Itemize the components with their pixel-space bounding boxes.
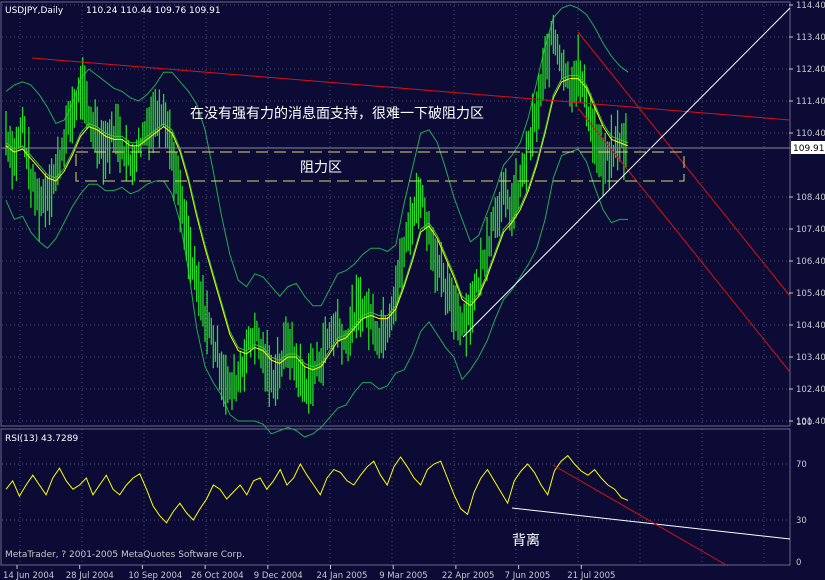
upper-band-line bbox=[5, 4, 629, 307]
main-panel-frame bbox=[0, 1, 791, 427]
price-tick-label: 105.40 bbox=[796, 289, 825, 299]
rsi-panel-frame bbox=[0, 428, 791, 566]
price-tick-label: 112.40 bbox=[796, 65, 825, 75]
rsi-tick-label: 100 bbox=[796, 418, 812, 428]
moving-average bbox=[5, 75, 629, 371]
rsi-title: RSI(13) 43.7289 bbox=[5, 434, 78, 444]
rsi-axis: 100 70 30 0 bbox=[796, 418, 812, 568]
rsi-tick-label: 30 bbox=[796, 516, 807, 526]
chart-ohlc: 110.24 110.44 109.76 109.91 bbox=[86, 6, 221, 16]
annotation-resistance-zone: 阻力区 bbox=[300, 160, 342, 176]
time-tick-label: 9 Dec 2004 bbox=[254, 571, 303, 580]
time-tick-label: 26 Oct 2004 bbox=[191, 571, 244, 580]
price-tick-label: 113.40 bbox=[796, 33, 825, 43]
time-tick-label: 24 Jan 2005 bbox=[317, 571, 368, 580]
price-tick-label: 111.40 bbox=[796, 97, 825, 107]
time-tick-label: 28 Jul 2004 bbox=[66, 571, 114, 580]
rsi-grid bbox=[2, 429, 789, 565]
rsi-polyline bbox=[5, 454, 629, 524]
price-tick-label: 106.40 bbox=[796, 257, 825, 267]
price-tick-label: 110.40 bbox=[796, 129, 825, 139]
resistance-zone-box[interactable] bbox=[75, 151, 685, 182]
rsi-tick-label: 0 bbox=[796, 558, 801, 568]
chart-symbol: USDJPY,Daily bbox=[5, 6, 64, 16]
price-tick-label: 108.40 bbox=[796, 193, 825, 203]
rsi-line bbox=[5, 454, 629, 524]
rsi-tick-label: 70 bbox=[796, 460, 807, 470]
price-tick-label: 114.40 bbox=[796, 1, 825, 11]
bollinger-bands bbox=[5, 4, 629, 438]
current-price-marker bbox=[791, 141, 825, 154]
support-trendline[interactable] bbox=[462, 7, 791, 338]
lower-band-line bbox=[5, 148, 628, 438]
price-bars[interactable] bbox=[5, 14, 627, 415]
annotation-divergence: 背离 bbox=[512, 532, 540, 549]
time-tick-label: 9 Mar 2005 bbox=[379, 571, 427, 580]
time-tick-label: 10 Sep 2004 bbox=[128, 571, 182, 580]
price-tick-label: 103.40 bbox=[796, 353, 825, 363]
time-tick-label: 14 Jun 2004 bbox=[3, 571, 54, 580]
annotation-note: 在没有强有力的消息面支持，很难一下破阻力区 bbox=[190, 105, 484, 122]
time-axis: 14 Jun 2004 28 Jul 2004 10 Sep 2004 26 Oct … bbox=[3, 565, 615, 580]
middle-band-line bbox=[5, 75, 629, 368]
current-price-label: 109.91 bbox=[793, 144, 825, 154]
price-tick-label: 102.40 bbox=[796, 385, 825, 395]
main-grid bbox=[2, 2, 789, 426]
ma-line bbox=[5, 78, 629, 371]
time-tick-label: 21 Jul 2005 bbox=[567, 571, 615, 580]
time-tick-label: 22 Apr 2005 bbox=[442, 571, 495, 580]
rsi-divergence-red-line[interactable] bbox=[552, 464, 729, 567]
price-axis: 114.40 113.40 112.40 111.40 110.40 108.40 107.… bbox=[789, 1, 825, 427]
footer-copyright: MetaTrader, ? 2001-2005 MetaQuotes Softw… bbox=[5, 550, 245, 560]
channel-lower-line[interactable] bbox=[577, 107, 791, 373]
price-tick-label: 104.40 bbox=[796, 321, 825, 331]
rsi-divergence-white-line[interactable] bbox=[511, 507, 791, 540]
time-tick-label: 7 Jun 2005 bbox=[505, 571, 551, 580]
price-tick-label: 101.40 bbox=[796, 417, 825, 427]
long-resistance-trendline[interactable] bbox=[31, 57, 791, 121]
price-tick-label: 107.40 bbox=[796, 225, 825, 235]
